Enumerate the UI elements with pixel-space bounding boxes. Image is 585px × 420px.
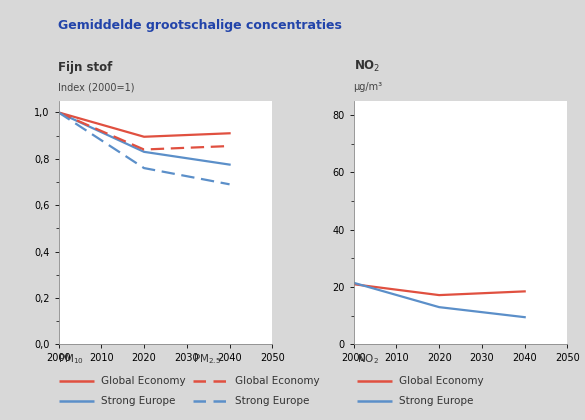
Text: Fijn stof: Fijn stof [58, 61, 113, 74]
Text: PM$_{2.5}$: PM$_{2.5}$ [193, 352, 221, 366]
Text: Strong Europe: Strong Europe [399, 396, 473, 406]
Text: NO$_2$: NO$_2$ [357, 352, 378, 366]
Text: Index (2000=1): Index (2000=1) [58, 82, 135, 92]
Text: Strong Europe: Strong Europe [235, 396, 309, 406]
Text: Global Economy: Global Economy [399, 376, 484, 386]
Text: NO$_2$: NO$_2$ [353, 59, 380, 74]
Text: Gemiddelde grootschalige concentraties: Gemiddelde grootschalige concentraties [58, 19, 342, 32]
Text: Global Economy: Global Economy [101, 376, 185, 386]
Text: μg/m³: μg/m³ [353, 82, 383, 92]
Text: Strong Europe: Strong Europe [101, 396, 175, 406]
Text: Global Economy: Global Economy [235, 376, 320, 386]
Text: PM$_{10}$: PM$_{10}$ [58, 352, 85, 366]
